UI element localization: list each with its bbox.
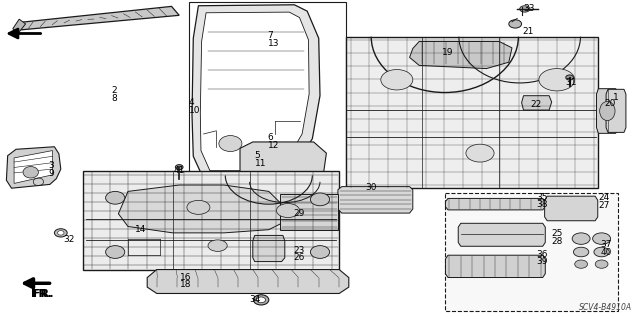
- Ellipse shape: [253, 295, 269, 305]
- Ellipse shape: [187, 200, 210, 214]
- Polygon shape: [147, 270, 349, 293]
- Ellipse shape: [466, 144, 494, 162]
- Polygon shape: [83, 171, 339, 270]
- Polygon shape: [346, 37, 598, 188]
- Polygon shape: [596, 89, 618, 133]
- Polygon shape: [13, 19, 26, 33]
- Text: 22: 22: [530, 100, 541, 109]
- Text: 28: 28: [552, 237, 563, 246]
- Text: FR.: FR.: [31, 289, 51, 299]
- Text: 21: 21: [522, 27, 534, 36]
- Ellipse shape: [208, 240, 227, 251]
- Text: 7: 7: [268, 31, 273, 40]
- Text: 11: 11: [255, 159, 266, 168]
- Ellipse shape: [106, 246, 125, 258]
- Text: 13: 13: [268, 39, 279, 48]
- Polygon shape: [6, 147, 61, 188]
- Text: FR.: FR.: [33, 289, 54, 299]
- Text: 30: 30: [365, 183, 377, 192]
- Text: 40: 40: [600, 248, 612, 257]
- Ellipse shape: [593, 233, 611, 244]
- Polygon shape: [200, 12, 309, 171]
- Text: 26: 26: [294, 253, 305, 262]
- Text: 18: 18: [180, 280, 191, 289]
- Ellipse shape: [600, 101, 615, 121]
- Text: 25: 25: [552, 229, 563, 238]
- Ellipse shape: [310, 193, 330, 206]
- Text: 39: 39: [536, 257, 548, 266]
- Text: 9: 9: [48, 169, 54, 178]
- Polygon shape: [253, 235, 285, 262]
- Text: 1: 1: [613, 93, 619, 102]
- Polygon shape: [280, 194, 338, 230]
- Polygon shape: [545, 196, 598, 221]
- Polygon shape: [445, 198, 545, 210]
- Text: 2: 2: [111, 86, 116, 95]
- Text: 5: 5: [255, 151, 260, 160]
- Polygon shape: [240, 142, 326, 183]
- Polygon shape: [338, 187, 413, 213]
- Ellipse shape: [572, 233, 590, 244]
- Text: 41: 41: [173, 166, 185, 175]
- Ellipse shape: [276, 204, 300, 218]
- Text: 12: 12: [268, 141, 279, 150]
- Text: 10: 10: [189, 106, 200, 115]
- Ellipse shape: [381, 70, 413, 90]
- Text: 36: 36: [536, 250, 548, 259]
- Ellipse shape: [219, 136, 242, 152]
- Text: 35: 35: [536, 193, 548, 202]
- Text: 16: 16: [180, 273, 191, 282]
- Ellipse shape: [54, 229, 67, 237]
- Ellipse shape: [594, 247, 609, 257]
- Polygon shape: [458, 223, 545, 246]
- Ellipse shape: [175, 165, 183, 170]
- Bar: [445, 193, 618, 311]
- Ellipse shape: [509, 20, 522, 28]
- Text: 19: 19: [442, 48, 454, 57]
- Text: 14: 14: [135, 225, 147, 234]
- Polygon shape: [410, 41, 512, 69]
- Ellipse shape: [106, 191, 125, 204]
- Text: 23: 23: [294, 246, 305, 255]
- Ellipse shape: [595, 260, 608, 268]
- Ellipse shape: [310, 246, 330, 258]
- Ellipse shape: [566, 75, 573, 80]
- Polygon shape: [606, 89, 626, 132]
- Ellipse shape: [23, 167, 38, 178]
- Polygon shape: [192, 5, 320, 179]
- Text: 20: 20: [605, 99, 616, 108]
- Text: 6: 6: [268, 133, 273, 142]
- Text: 27: 27: [598, 201, 610, 210]
- Text: 33: 33: [524, 4, 535, 13]
- Ellipse shape: [539, 69, 575, 91]
- Text: 24: 24: [598, 193, 610, 202]
- Text: 32: 32: [63, 235, 75, 244]
- Bar: [189, 2, 346, 190]
- Text: 3: 3: [48, 161, 54, 170]
- Text: 31: 31: [566, 78, 577, 87]
- Text: 29: 29: [294, 209, 305, 218]
- Ellipse shape: [573, 247, 589, 257]
- Polygon shape: [522, 96, 552, 110]
- Text: 4: 4: [189, 98, 195, 107]
- Ellipse shape: [257, 297, 266, 303]
- Ellipse shape: [58, 231, 64, 235]
- Text: 37: 37: [600, 241, 612, 249]
- Text: SCV4-B4910A: SCV4-B4910A: [579, 303, 632, 312]
- Polygon shape: [14, 151, 52, 183]
- Polygon shape: [16, 6, 179, 30]
- Text: 38: 38: [536, 200, 548, 209]
- Text: 34: 34: [249, 295, 260, 304]
- Ellipse shape: [575, 260, 588, 268]
- Text: 8: 8: [111, 94, 116, 103]
- Polygon shape: [118, 185, 282, 233]
- Ellipse shape: [520, 6, 530, 12]
- Polygon shape: [445, 255, 545, 278]
